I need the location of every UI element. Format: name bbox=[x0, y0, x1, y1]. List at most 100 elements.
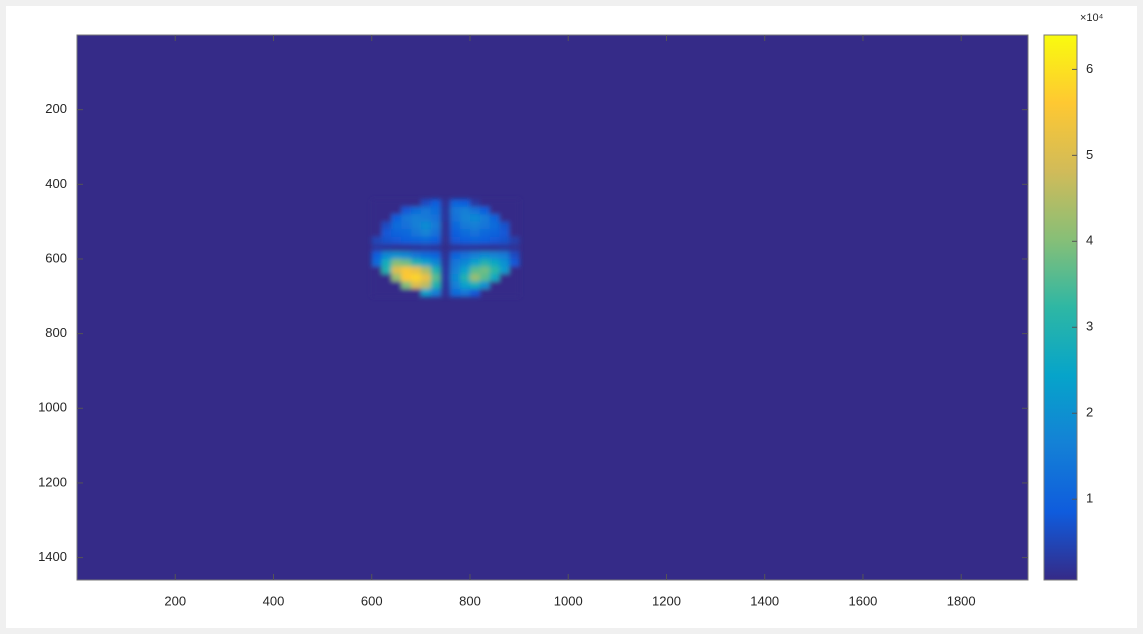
heatmap-cell bbox=[401, 281, 411, 289]
heatmap-cell bbox=[441, 244, 451, 252]
heatmap-cell bbox=[382, 199, 392, 207]
heatmap-cell bbox=[499, 266, 509, 274]
heatmap-cell bbox=[421, 214, 431, 222]
heatmap-cells-inner bbox=[372, 199, 520, 297]
x-tick-label: 600 bbox=[361, 593, 383, 608]
heatmap-cell bbox=[450, 266, 460, 274]
heatmap-cell bbox=[401, 266, 411, 274]
heatmap-cell bbox=[490, 244, 500, 252]
heatmap-cell bbox=[431, 229, 441, 237]
heatmap-cell bbox=[441, 199, 451, 207]
heatmap-cell bbox=[450, 229, 460, 237]
colorbar-tick-label: 1 bbox=[1086, 491, 1093, 506]
heatmap-cell bbox=[470, 252, 480, 260]
heatmap-cell bbox=[372, 237, 382, 245]
heatmap-cell bbox=[441, 252, 451, 260]
heatmap-cell bbox=[411, 207, 421, 215]
heatmap-cell bbox=[499, 259, 509, 267]
heatmap-cell bbox=[460, 199, 470, 207]
heatmap-cell bbox=[460, 274, 470, 282]
heatmap-background bbox=[77, 35, 1028, 580]
heatmap-cell bbox=[431, 222, 441, 230]
heatmap-cell bbox=[441, 289, 451, 297]
heatmap-cell bbox=[431, 266, 441, 274]
heatmap-cell bbox=[499, 222, 509, 230]
heatmap-cell bbox=[401, 289, 411, 297]
heatmap-cell bbox=[470, 199, 480, 207]
heatmap-cell bbox=[372, 229, 382, 237]
heatmap-cell bbox=[450, 281, 460, 289]
heatmap-cell bbox=[391, 207, 401, 215]
heatmap-cell bbox=[460, 229, 470, 237]
heatmap-cell bbox=[391, 274, 401, 282]
heatmap-cell bbox=[509, 214, 519, 222]
heatmap-cell bbox=[421, 266, 431, 274]
heatmap-cell bbox=[509, 207, 519, 215]
heatmap-cell bbox=[480, 252, 490, 260]
heatmap-cell bbox=[382, 207, 392, 215]
heatmap-cell bbox=[401, 274, 411, 282]
heatmap-cell bbox=[499, 214, 509, 222]
heatmap-cell bbox=[391, 214, 401, 222]
heatmap-cell bbox=[470, 259, 480, 267]
x-tick-label: 200 bbox=[164, 593, 186, 608]
heatmap-cell bbox=[509, 266, 519, 274]
heatmap-cell bbox=[382, 229, 392, 237]
heatmap-cell bbox=[470, 214, 480, 222]
heatmap-cell bbox=[441, 222, 451, 230]
heatmap-cell bbox=[411, 281, 421, 289]
heatmap-cell bbox=[450, 199, 460, 207]
heatmap-cell bbox=[450, 207, 460, 215]
heatmap-cell bbox=[401, 244, 411, 252]
colorbar bbox=[1044, 35, 1077, 580]
heatmap-cell bbox=[450, 214, 460, 222]
heatmap-cell bbox=[421, 274, 431, 282]
chart: ×10⁴ 20040060080010001200140016001800200… bbox=[0, 0, 1143, 634]
heatmap-cell bbox=[460, 252, 470, 260]
heatmap-cell bbox=[460, 222, 470, 230]
colorbar-tick-label: 6 bbox=[1086, 61, 1093, 76]
heatmap-cell bbox=[480, 199, 490, 207]
heatmap-cell bbox=[411, 289, 421, 297]
heatmap-cell bbox=[490, 274, 500, 282]
heatmap-cell bbox=[441, 207, 451, 215]
heatmap-cell bbox=[509, 229, 519, 237]
heatmap-cell bbox=[499, 199, 509, 207]
heatmap-cell bbox=[411, 199, 421, 207]
y-tick-label: 1200 bbox=[38, 474, 67, 489]
heatmap-cell bbox=[382, 222, 392, 230]
heatmap-cell bbox=[382, 281, 392, 289]
heatmap-cell bbox=[480, 289, 490, 297]
heatmap-cell bbox=[391, 281, 401, 289]
heatmap-cell bbox=[490, 199, 500, 207]
heatmap-cell bbox=[480, 207, 490, 215]
heatmap-cell bbox=[480, 259, 490, 267]
heatmap-cell bbox=[480, 281, 490, 289]
heatmap-cell bbox=[460, 259, 470, 267]
heatmap-cell bbox=[372, 207, 382, 215]
heatmap-cell bbox=[480, 229, 490, 237]
heatmap-cell bbox=[470, 237, 480, 245]
heatmap-cell bbox=[391, 199, 401, 207]
heatmap-cell bbox=[499, 289, 509, 297]
heatmap-cell bbox=[431, 214, 441, 222]
heatmap-cell bbox=[421, 289, 431, 297]
heatmap-cell bbox=[411, 229, 421, 237]
heatmap-cell bbox=[450, 259, 460, 267]
heatmap-cell bbox=[372, 259, 382, 267]
heatmap-cell bbox=[382, 266, 392, 274]
heatmap-cell bbox=[382, 214, 392, 222]
x-tick-label: 400 bbox=[263, 593, 285, 608]
x-tick-label: 1000 bbox=[554, 593, 583, 608]
heatmap-cell bbox=[490, 252, 500, 260]
heatmap-cell bbox=[450, 222, 460, 230]
heatmap-cell bbox=[490, 222, 500, 230]
heatmap-cell bbox=[372, 289, 382, 297]
heatmap-cell bbox=[372, 281, 382, 289]
heatmap-cell bbox=[421, 222, 431, 230]
x-tick-label: 1800 bbox=[947, 593, 976, 608]
heatmap-cell bbox=[460, 214, 470, 222]
heatmap-cell bbox=[382, 274, 392, 282]
heatmap-cell bbox=[411, 259, 421, 267]
y-tick-label: 800 bbox=[45, 325, 67, 340]
